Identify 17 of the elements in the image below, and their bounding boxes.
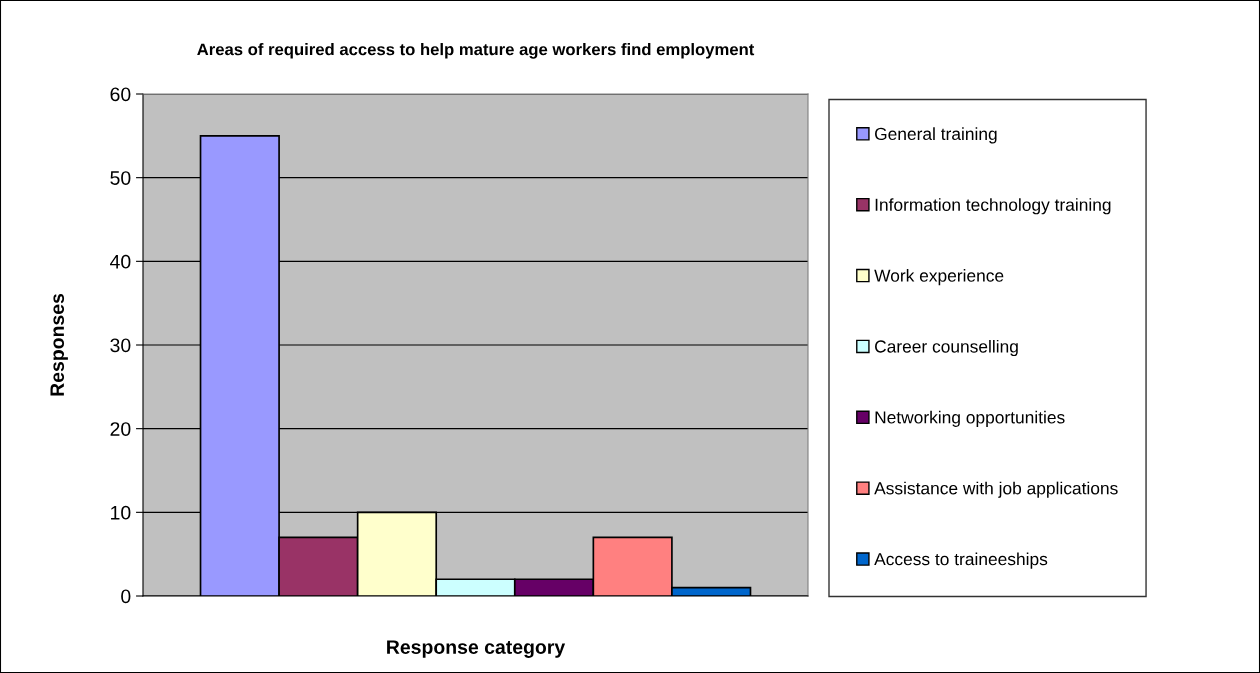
y-tick-label: 0 xyxy=(121,589,131,604)
legend-label: Access to traineeships xyxy=(874,552,1048,569)
legend-label: Networking opportunities xyxy=(875,410,1065,427)
y-tick-label: 20 xyxy=(110,422,131,436)
y-tick-label: 40 xyxy=(110,254,131,269)
y-axis-title: Responses xyxy=(50,293,68,396)
y-tick-label: 30 xyxy=(110,338,131,353)
y-tick-label: 50 xyxy=(110,171,131,185)
y-tick-label: 10 xyxy=(111,505,131,520)
y-tick-label: 60 xyxy=(110,87,131,102)
legend-label: General training xyxy=(875,127,997,144)
legend-label: Work experience xyxy=(874,269,1004,286)
chart-title: Areas of required access to help mature age workers find employment xyxy=(197,43,755,59)
legend-label: Assistance with job applications xyxy=(874,481,1118,498)
x-axis-title: Response category xyxy=(387,640,566,658)
legend-label: Information technology training xyxy=(875,198,1111,215)
legend-label: Career counselling xyxy=(875,339,1018,357)
